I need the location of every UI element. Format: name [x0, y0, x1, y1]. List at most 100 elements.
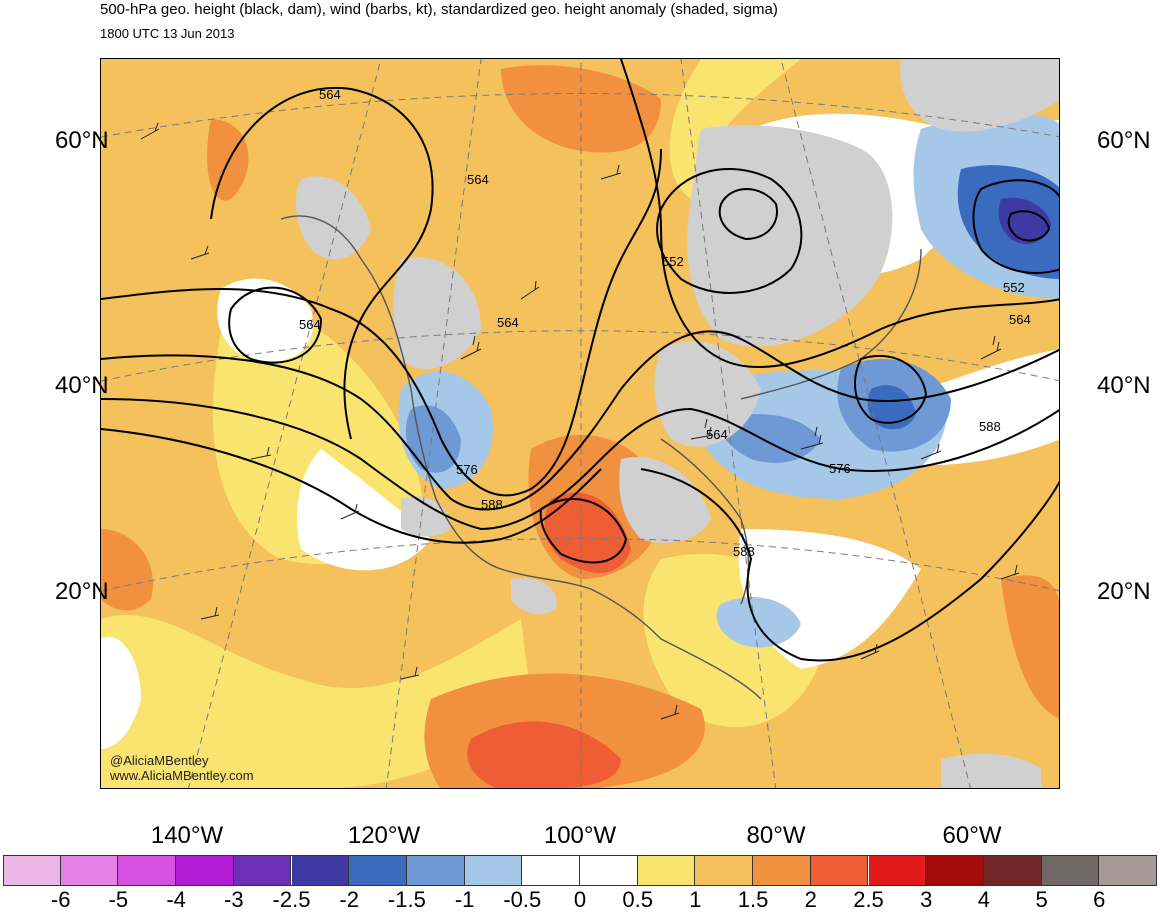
contour-label: 564 — [1009, 312, 1031, 327]
colorbar-tick-label: 0.5 — [622, 887, 653, 912]
colorbar-swatch — [753, 855, 811, 886]
wind-barb — [520, 280, 540, 300]
contour-label: 588 — [979, 419, 1001, 434]
colorbar-swatch — [406, 855, 465, 886]
anomaly-shade-white-eastpac — [297, 449, 431, 571]
anomaly-shade-orange-pacific — [101, 529, 153, 611]
contour-label: 576 — [829, 461, 851, 476]
contour-label: 588 — [481, 497, 503, 512]
contour-594-texas — [539, 498, 628, 564]
anomaly-shade-orange-alaska — [207, 119, 249, 201]
colorbar-swatch — [176, 855, 234, 886]
colorbar-tick-label: 4 — [977, 887, 991, 912]
anomaly-shade-darkblue-newengland — [867, 385, 916, 430]
colorbar-tick-label: 2 — [804, 887, 817, 912]
lon-label-60w: 60°W — [942, 822, 1002, 849]
contour-label: 588 — [733, 544, 755, 559]
contour-564-trough — [101, 148, 662, 497]
anomaly-map-svg: 564 564 564 564 552 552 564 564 576 588 … — [101, 59, 1059, 788]
wind-barb — [460, 335, 482, 360]
colorbar-swatch — [695, 855, 754, 886]
colorbar-swatch — [1041, 855, 1100, 886]
colorbar-outline — [3, 855, 1157, 886]
colorbar-tick-label: 1.5 — [737, 887, 769, 912]
colorbar-swatch — [3, 855, 61, 886]
contour-540-hudson — [718, 188, 778, 241]
contour-label: 576 — [456, 462, 478, 477]
colorbar-tick-label: -1 — [454, 887, 475, 912]
land-mask-greenland — [900, 59, 1059, 132]
wind-barbs — [140, 122, 1020, 720]
colorbar-tick-label: 2.5 — [853, 887, 884, 912]
anomaly-shade-white-low — [217, 278, 313, 362]
contour-564-low — [228, 286, 323, 364]
anomaly-shade-yellow-north — [669, 59, 801, 199]
lat-label-20n-left: 20°N — [55, 578, 109, 605]
land-mask-greatlakes — [654, 341, 761, 447]
colorbar-tick-label: -5 — [108, 887, 129, 912]
weather-map-panel: 564 564 564 564 552 552 564 564 576 588 … — [100, 58, 1060, 789]
colorbar-tick-label: -6 — [50, 887, 71, 912]
longitude-line-60w — [780, 59, 971, 788]
colorbar-tick-label: 3 — [920, 887, 933, 912]
contour-label: 564 — [319, 87, 341, 102]
colorbar-tick-label: 5 — [1035, 887, 1048, 912]
land-mask-southamerica — [941, 753, 1041, 788]
credit-twitter: @AliciaMBentley — [110, 753, 209, 768]
land-mask-mexico — [511, 578, 557, 615]
latitude-line-20n — [101, 538, 1059, 592]
colorbar-swatch — [233, 855, 292, 886]
colorbar-swatch — [637, 855, 696, 886]
height-contours — [101, 59, 1059, 662]
colorbar-swatch — [349, 855, 407, 886]
anomaly-shade-lightblue-caribbean — [716, 596, 801, 648]
colorbar-tick-label: -1.5 — [387, 887, 426, 912]
anomaly-shade-blue-westcoast — [405, 405, 461, 473]
colorbar-tick-label: 6 — [1093, 887, 1106, 912]
map-valid-time: 1800 UTC 13 Jun 2013 — [100, 26, 235, 41]
wind-barb — [800, 426, 824, 450]
wind-barb — [920, 443, 942, 460]
contour-564-newengland — [854, 354, 928, 424]
anomaly-shade-orange-arctic — [501, 65, 661, 153]
colorbar-swatch — [926, 855, 984, 886]
colorbar-tick-label: -4 — [166, 887, 186, 912]
contour-label: 552 — [1003, 280, 1025, 295]
land-mask-southeast — [619, 457, 711, 543]
anomaly-shade-yellow-south — [101, 615, 531, 788]
lon-label-80w: 80°W — [746, 822, 806, 849]
map-title: 500-hPa geo. height (black, dam), wind (… — [100, 1, 778, 18]
wind-barb — [860, 643, 880, 660]
lon-label-120w: 120°W — [347, 822, 421, 849]
longitude-line-120w — [385, 59, 482, 788]
colorbar-swatch — [291, 855, 350, 886]
contour-label: 552 — [662, 254, 684, 269]
colorbar-tick-label: -2.5 — [272, 887, 311, 912]
wind-barb — [690, 418, 714, 440]
colorbar-swatch — [1099, 855, 1157, 886]
contour-label: 564 — [497, 315, 519, 330]
contour-564-east — [620, 59, 1059, 369]
land-mask-bc — [393, 257, 481, 369]
colorbar-tick-label: -3 — [224, 887, 244, 912]
contour-552-labrador — [972, 179, 1059, 274]
lat-label-60n-right: 60°N — [1097, 127, 1151, 154]
anomaly-shade-white-west — [101, 637, 141, 749]
contour-552-hudson — [656, 168, 803, 294]
contour-576-main — [101, 330, 1059, 511]
colorbar-swatch — [580, 855, 638, 886]
wind-barb — [600, 164, 622, 180]
contour-label: 564 — [299, 317, 321, 332]
colorbar-swatch — [60, 855, 119, 886]
wind-barb — [980, 335, 1002, 360]
colorbar-swatch — [522, 855, 580, 886]
wind-barb — [660, 704, 680, 720]
lat-label-40n-right: 40°N — [1097, 372, 1151, 399]
coastline-pacific-north-america — [280, 215, 762, 700]
wind-barb — [250, 446, 272, 460]
wind-barb — [1000, 564, 1020, 580]
wind-barb — [200, 606, 220, 620]
colorbar-swatch — [810, 855, 869, 886]
colorbar-swatch — [868, 855, 927, 886]
longitude-line-80w — [680, 59, 777, 788]
